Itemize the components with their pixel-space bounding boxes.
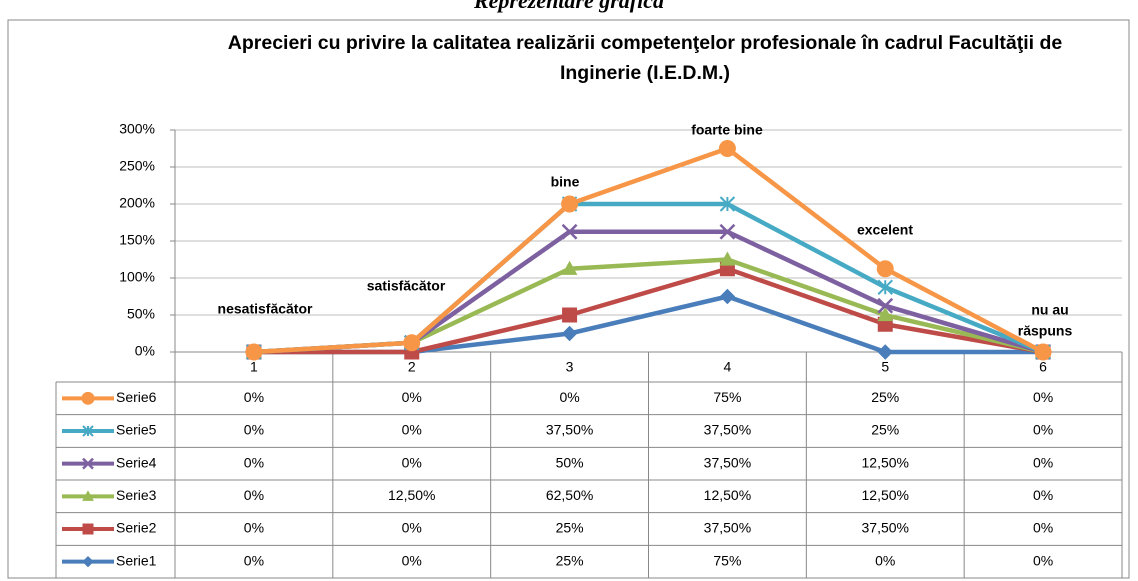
legend-marker [82, 457, 94, 470]
annotation: bine [551, 174, 580, 190]
annotation: excelent [857, 222, 913, 238]
table-cell: 0% [402, 389, 422, 405]
table-cell: 0% [244, 389, 264, 405]
marker [719, 251, 736, 266]
table-cell: 25% [556, 520, 584, 536]
annotation: nesatisfăcător [218, 301, 313, 317]
marker [876, 260, 894, 278]
legend-label: Serie4 [116, 454, 157, 470]
y-tick-label: 150% [119, 232, 155, 248]
y-tick-label: 50% [127, 306, 155, 322]
table-cell: 12,50% [704, 487, 751, 503]
marker [561, 223, 578, 240]
table-cell: 62,50% [546, 487, 593, 503]
table-cell: 37,50% [546, 422, 593, 438]
legend-marker [82, 523, 94, 535]
table-cell: 25% [871, 389, 899, 405]
legend-marker [82, 425, 94, 437]
heading: Reprezentare grafică [473, 0, 665, 13]
table-cell: 75% [713, 552, 741, 568]
y-tick-label: 250% [119, 158, 155, 174]
marker [561, 195, 579, 213]
table-cell: 37,50% [704, 454, 751, 470]
chart-title: Aprecieri cu privire la calitatea realiz… [227, 32, 1063, 84]
marker [245, 343, 263, 361]
series-line [253, 266, 1044, 355]
marker [719, 223, 736, 240]
annotation: nu au [1031, 302, 1068, 318]
table-cell: 12,50% [388, 487, 435, 503]
table-cell: 0% [1033, 454, 1053, 470]
series-line [253, 146, 1045, 355]
table-cell: 0% [244, 454, 264, 470]
marker [561, 260, 578, 275]
legend-label: Serie2 [116, 520, 157, 536]
x-tick-label: 5 [881, 359, 889, 375]
table-cell: 0% [402, 520, 422, 536]
table-cell: 37,50% [704, 520, 751, 536]
legend-marker [82, 490, 94, 501]
marker [877, 297, 894, 314]
marker [719, 288, 736, 305]
annotation: satisfăcător [367, 278, 446, 294]
legend-label: Serie5 [116, 422, 157, 438]
legend-label: Serie3 [116, 487, 157, 503]
marker [719, 196, 736, 212]
table-cell: 0% [244, 520, 264, 536]
marker [562, 307, 578, 323]
marker [561, 325, 578, 342]
table-cell: 0% [244, 422, 264, 438]
table-cell: 0% [402, 454, 422, 470]
table-cell: 0% [1033, 389, 1053, 405]
table-cell: 25% [871, 422, 899, 438]
table-cell: 37,50% [862, 520, 909, 536]
table-cell: 0% [1033, 422, 1053, 438]
y-tick-label: 200% [119, 195, 155, 211]
table-cell: 0% [402, 552, 422, 568]
marker [877, 344, 893, 360]
table-cell: 0% [1033, 487, 1053, 503]
annotation: răspuns [1018, 323, 1073, 339]
y-tick-label: 0% [135, 343, 155, 359]
table-cell: 0% [559, 389, 579, 405]
y-tick-label: 100% [119, 269, 155, 285]
legend-label: Serie6 [116, 389, 157, 405]
marker [718, 140, 736, 157]
table-cell: 0% [402, 422, 422, 438]
legend-marker [82, 555, 94, 568]
x-tick-label: 4 [724, 359, 732, 375]
table-cell: 75% [713, 389, 741, 405]
table-cell: 0% [1033, 520, 1053, 536]
annotation: foarte bine [691, 122, 763, 138]
table-cell: 0% [875, 552, 895, 568]
table-cell: 12,50% [862, 487, 909, 503]
x-tick-label: 2 [408, 359, 416, 375]
marker [877, 306, 894, 322]
series [245, 140, 1052, 361]
table-cell: 0% [244, 487, 264, 503]
table-cell: 50% [556, 454, 584, 470]
table-cell: 25% [556, 552, 584, 568]
table-cell: 37,50% [704, 422, 751, 438]
marker [877, 279, 893, 295]
table-cell: 12,50% [862, 454, 909, 470]
legend-label: Serie1 [116, 552, 157, 568]
table-cell: 0% [244, 552, 264, 568]
table-cell: 0% [1033, 552, 1053, 568]
y-tick-label: 300% [119, 121, 155, 137]
marker [1034, 343, 1052, 361]
marker [403, 334, 421, 352]
x-tick-label: 3 [566, 359, 574, 375]
x-tick-label: 6 [1039, 359, 1047, 375]
x-tick-label: 1 [250, 359, 258, 375]
legend-marker [81, 391, 95, 405]
